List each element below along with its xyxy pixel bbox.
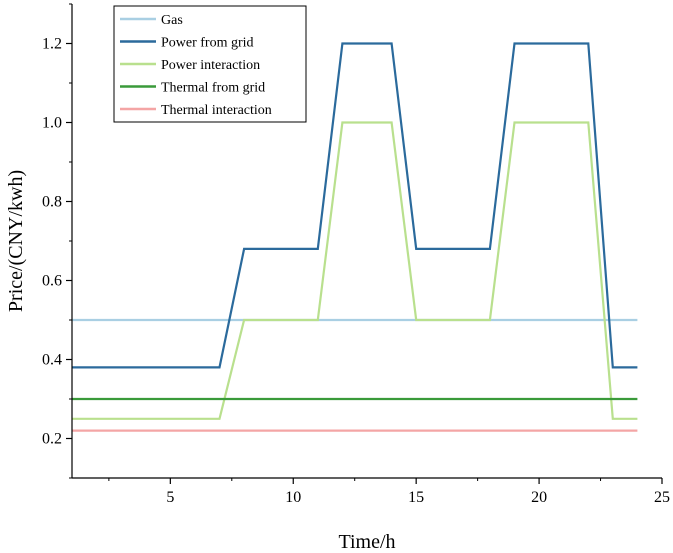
y-tick-label: 1.0 bbox=[42, 115, 62, 132]
legend-label: Gas bbox=[161, 13, 183, 28]
series-line-3 bbox=[72, 121, 638, 420]
series-layer bbox=[72, 42, 638, 432]
legend: Gas Power from grid Power interaction Therm… bbox=[113, 5, 307, 123]
x-tick-label: 25 bbox=[654, 489, 670, 506]
x-tick-label: 5 bbox=[166, 489, 174, 506]
y-tick-label: 1.2 bbox=[42, 36, 62, 53]
legend-label: Thermal from grid bbox=[161, 81, 265, 96]
y-tick-label: 0.6 bbox=[42, 273, 62, 290]
x-tick-label: 15 bbox=[408, 489, 424, 506]
y-tick-label: 0.4 bbox=[42, 352, 62, 369]
legend-label: Thermal interaction bbox=[161, 103, 272, 118]
y-axis-title: Price/(CNY/kwh) bbox=[5, 170, 27, 312]
legend-label: Power interaction bbox=[161, 58, 260, 73]
axes-layer: 5 10 15 20 25 0.2 0.4 0.6 0.8 1.0 1.2 bbox=[42, 3, 670, 506]
x-tick-label: 10 bbox=[285, 489, 301, 506]
y-tick-label: 0.8 bbox=[42, 194, 62, 211]
x-tick-label: 20 bbox=[531, 489, 547, 506]
y-tick-label: 0.2 bbox=[42, 431, 62, 448]
series-line-2 bbox=[72, 42, 638, 369]
legend-label: Power from grid bbox=[161, 36, 254, 51]
x-axis-title: Time/h bbox=[338, 531, 395, 553]
